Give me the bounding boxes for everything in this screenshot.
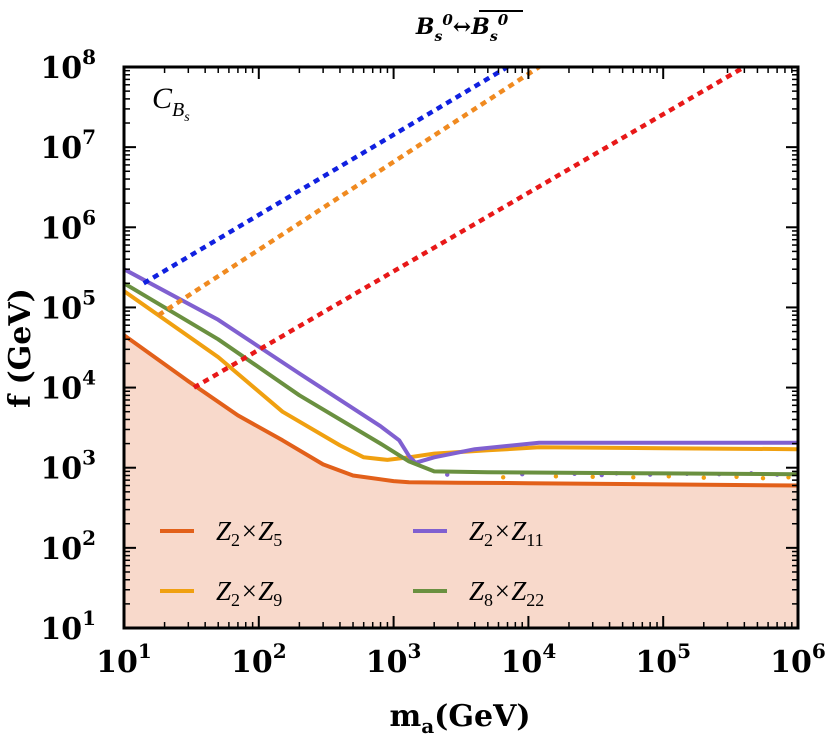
scatter-point-1 <box>500 475 506 480</box>
x-tick-label: 101 <box>96 639 152 680</box>
legend-label: Z8×Z22 <box>469 576 544 610</box>
scatter-point-3 <box>553 474 559 479</box>
x-tick-label: 104 <box>501 639 557 680</box>
y-tick-label: 107 <box>40 125 96 166</box>
series-line-z2-z9 <box>124 289 798 462</box>
y-axis-label: f (GeV) <box>3 288 38 408</box>
plot-frame <box>122 65 800 630</box>
legend: Z2×Z5 Z2×Z11 Z2×Z9 Z8×Z22 <box>160 516 544 610</box>
y-tick-label: 105 <box>40 285 96 326</box>
y-tick-label: 103 <box>40 446 96 487</box>
x-tick-label: 102 <box>231 639 287 680</box>
legend-label: Z2×Z5 <box>216 516 282 550</box>
y-tick-label: 108 <box>40 45 96 86</box>
x-tick-label: 103 <box>366 639 422 680</box>
chart-title: Bs0↔Bs0 <box>415 11 509 45</box>
scatter-point-18 <box>786 475 791 480</box>
series-line-z2-z5 <box>124 333 798 488</box>
legend-label: Z2×Z11 <box>469 516 544 550</box>
y-tick-label: 102 <box>40 526 96 567</box>
series-line-z2-z11-projection <box>142 67 509 286</box>
excluded-region-fill <box>124 335 798 628</box>
series-line-z2-z5-projection <box>192 67 746 390</box>
x-tick-label: 105 <box>635 639 691 680</box>
legend-label: Z2×Z9 <box>216 576 282 610</box>
series-line-z2-z11 <box>124 267 798 465</box>
scatter-point-8 <box>631 475 636 480</box>
y-tick-label: 104 <box>40 366 96 407</box>
x-tick-label: 106 <box>770 639 826 680</box>
scatter-point-16 <box>760 475 766 481</box>
y-tick-label: 106 <box>40 205 96 246</box>
series-line-z2-z9-projection <box>157 67 541 318</box>
scatter-point-12 <box>701 475 706 480</box>
scatter-point-5 <box>590 474 595 480</box>
y-tick-label: 101 <box>40 606 96 647</box>
x-axis-label: ma(GeV) <box>389 699 530 738</box>
panel-label: CBs <box>152 82 190 125</box>
